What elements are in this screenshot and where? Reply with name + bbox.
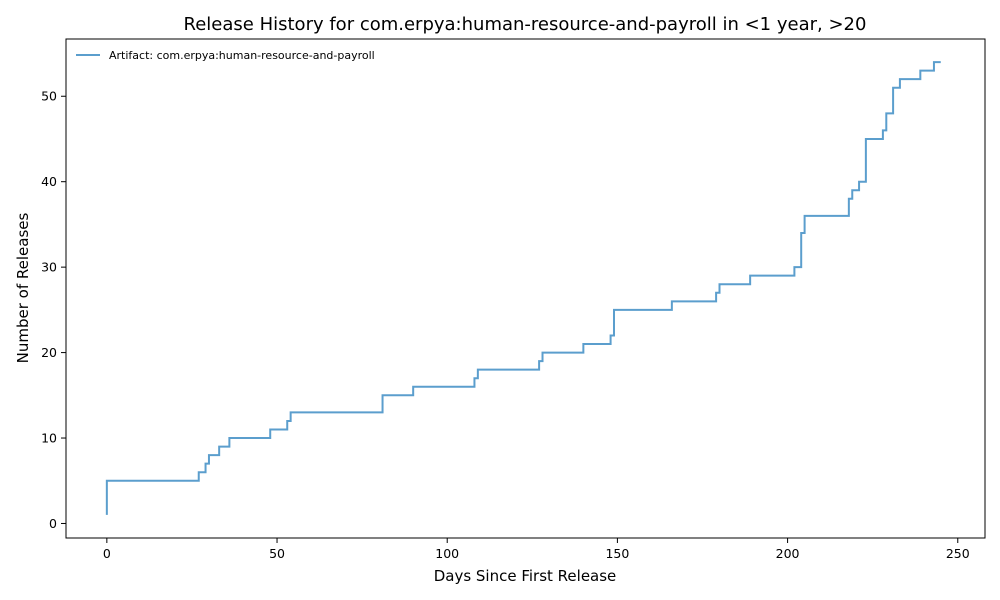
series-layer xyxy=(105,61,941,515)
series-line xyxy=(105,61,941,515)
y-tick-label: 0 xyxy=(49,516,57,531)
x-tick-label: 250 xyxy=(946,546,970,561)
y-tick-label: 50 xyxy=(41,89,57,104)
x-axis-label: Days Since First Release xyxy=(434,567,617,585)
legend-label: Artifact: com.erpya:human-resource-and-p… xyxy=(109,49,375,62)
x-tick-label: 100 xyxy=(435,546,459,561)
y-tick-label: 10 xyxy=(41,431,57,446)
y-axis-label: Number of Releases xyxy=(14,212,32,363)
x-tick-label: 50 xyxy=(269,546,285,561)
x-tick-label: 0 xyxy=(103,546,111,561)
y-tick-label: 30 xyxy=(41,260,57,275)
x-tick-label: 150 xyxy=(605,546,629,561)
legend: Artifact: com.erpya:human-resource-and-p… xyxy=(76,49,375,62)
y-axis-ticks: 0 10 20 30 40 50 xyxy=(41,89,66,531)
plot-area-frame xyxy=(65,38,986,539)
y-tick-label: 40 xyxy=(41,174,57,189)
x-tick-label: 200 xyxy=(776,546,800,561)
x-axis-ticks: 0 50 100 150 200 250 xyxy=(103,538,970,561)
y-tick-label: 20 xyxy=(41,345,57,360)
chart-title: Release History for com.erpya:human-reso… xyxy=(184,14,867,35)
